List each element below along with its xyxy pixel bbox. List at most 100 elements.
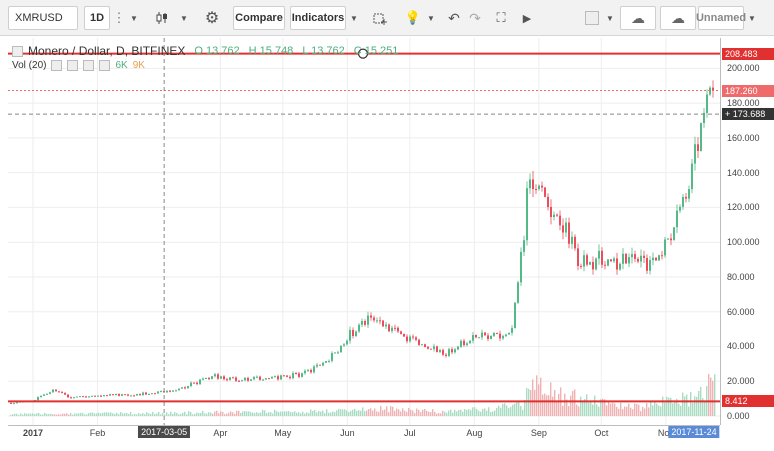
candle-body: [427, 346, 429, 349]
price-chart[interactable]: [8, 38, 720, 425]
candle-body: [685, 196, 687, 199]
volume-bar: [176, 412, 178, 416]
symbol-search-input[interactable]: XMRUSD: [8, 6, 78, 30]
redo-icon[interactable]: ↷: [469, 9, 481, 26]
candle-body: [466, 343, 468, 346]
volume-bar: [484, 408, 486, 416]
volume-close-icon[interactable]: [99, 60, 111, 71]
volume-settings-icon[interactable]: [67, 60, 79, 71]
volume-bar: [600, 399, 602, 416]
volume-bar: [304, 413, 306, 416]
volume-bar: [348, 412, 350, 416]
candle-body: [628, 257, 630, 264]
candle-body: [607, 259, 609, 266]
candle-body: [154, 393, 156, 395]
volume-bar: [208, 412, 210, 416]
volume-bar: [146, 412, 148, 416]
layout-name-button[interactable]: Unnamed: [696, 6, 746, 30]
compare-button[interactable]: Compare: [233, 6, 285, 30]
indicators-dropdown-icon[interactable]: ▼: [350, 13, 358, 23]
volume-bar: [556, 401, 558, 416]
volume-bar: [152, 411, 154, 416]
candle-body: [49, 392, 51, 394]
candle-body: [169, 390, 171, 392]
candle-body: [640, 255, 642, 262]
fullscreen-icon[interactable]: ⛶: [496, 10, 506, 25]
candle-body: [259, 376, 261, 380]
gear-icon[interactable]: ⚙: [204, 10, 220, 27]
line-handle[interactable]: [357, 48, 369, 59]
replay-play-icon[interactable]: ▶: [522, 12, 532, 25]
volume-bar: [336, 410, 338, 416]
volume-bar: [260, 412, 262, 416]
candle-body: [361, 321, 363, 325]
candle-body: [271, 376, 273, 379]
price-badge: + 173.688: [722, 108, 774, 121]
candle-body: [472, 335, 474, 341]
interval-dropdown-icon[interactable]: ▼: [130, 13, 138, 23]
candle-body: [175, 390, 177, 392]
volume-bar: [280, 411, 282, 416]
ideas-dropdown-icon[interactable]: ▼: [427, 13, 435, 23]
lightbulb-icon[interactable]: 💡: [404, 10, 422, 25]
volume-bar: [400, 411, 402, 416]
volume-bar: [272, 413, 274, 416]
volume-bar: [164, 414, 166, 416]
indicators-button[interactable]: Indicators: [290, 6, 346, 30]
candle-body: [442, 349, 444, 355]
volume-bar: [118, 414, 120, 416]
candle-body: [133, 395, 135, 397]
candles-style-icon[interactable]: [150, 6, 174, 30]
volume-bar: [166, 412, 168, 416]
undo-icon[interactable]: ↶: [448, 9, 460, 26]
volume-bar: [26, 413, 28, 416]
volume-bar: [708, 373, 710, 416]
volume-bar: [46, 413, 48, 416]
candle-body: [88, 396, 90, 398]
layout-dropdown-icon[interactable]: ▼: [748, 13, 756, 23]
candle-body: [193, 382, 195, 384]
chart-style-dropdown-icon[interactable]: ▼: [180, 13, 188, 23]
volume-bar: [452, 412, 454, 416]
volume-bar: [594, 395, 596, 416]
volume-bar: [256, 412, 258, 416]
volume-bar: [536, 375, 538, 416]
interval-button[interactable]: 1D: [84, 6, 110, 30]
volume-bar: [14, 413, 16, 416]
candle-body: [136, 394, 138, 396]
volume-bar: [456, 411, 458, 416]
snapshot-square-icon[interactable]: [582, 6, 602, 30]
candle-body: [343, 344, 345, 346]
candle-body: [67, 394, 69, 398]
candle-body: [523, 240, 525, 252]
volume-bar: [366, 410, 368, 416]
candle-body: [283, 375, 285, 377]
candle-body: [46, 393, 48, 395]
candle-body: [274, 376, 276, 378]
candle-body: [58, 391, 60, 393]
volume-eye-icon[interactable]: [51, 60, 63, 71]
candle-body: [406, 336, 408, 342]
candle-body: [421, 344, 423, 346]
time-axis[interactable]: 2017 Feb Apr May Jun Jul Aug Sep Oct Nov 2017-03-0…: [8, 425, 720, 441]
price-axis[interactable]: 200.000 180.000 160.000 140.000 120.000 100.0…: [720, 38, 774, 425]
chart-legend: Monero / Dollar, D, BITFINEX O 13.762 H …: [12, 44, 398, 58]
volume-bar: [268, 412, 270, 416]
cloud-save-icon[interactable]: ☁: [620, 6, 656, 30]
candle-body: [364, 321, 366, 325]
legend-collapse-icon[interactable]: [12, 45, 23, 57]
volume-bar: [516, 401, 518, 416]
snapshot-dropdown-icon[interactable]: ▼: [606, 13, 614, 23]
volume-bar: [352, 409, 354, 416]
volume-bar: [240, 413, 242, 416]
volume-bar: [78, 413, 80, 416]
cloud-upload-icon[interactable]: ☁: [660, 6, 696, 30]
alert-icon[interactable]: [370, 6, 390, 30]
volume-bar: [306, 412, 308, 416]
volume-bar: [220, 411, 222, 416]
more-icon[interactable]: ⋮: [112, 10, 126, 25]
volume-bar: [610, 403, 612, 416]
volume-bar: [596, 404, 598, 416]
time-axis-tick: May: [274, 428, 292, 438]
volume-add-icon[interactable]: [83, 60, 95, 71]
